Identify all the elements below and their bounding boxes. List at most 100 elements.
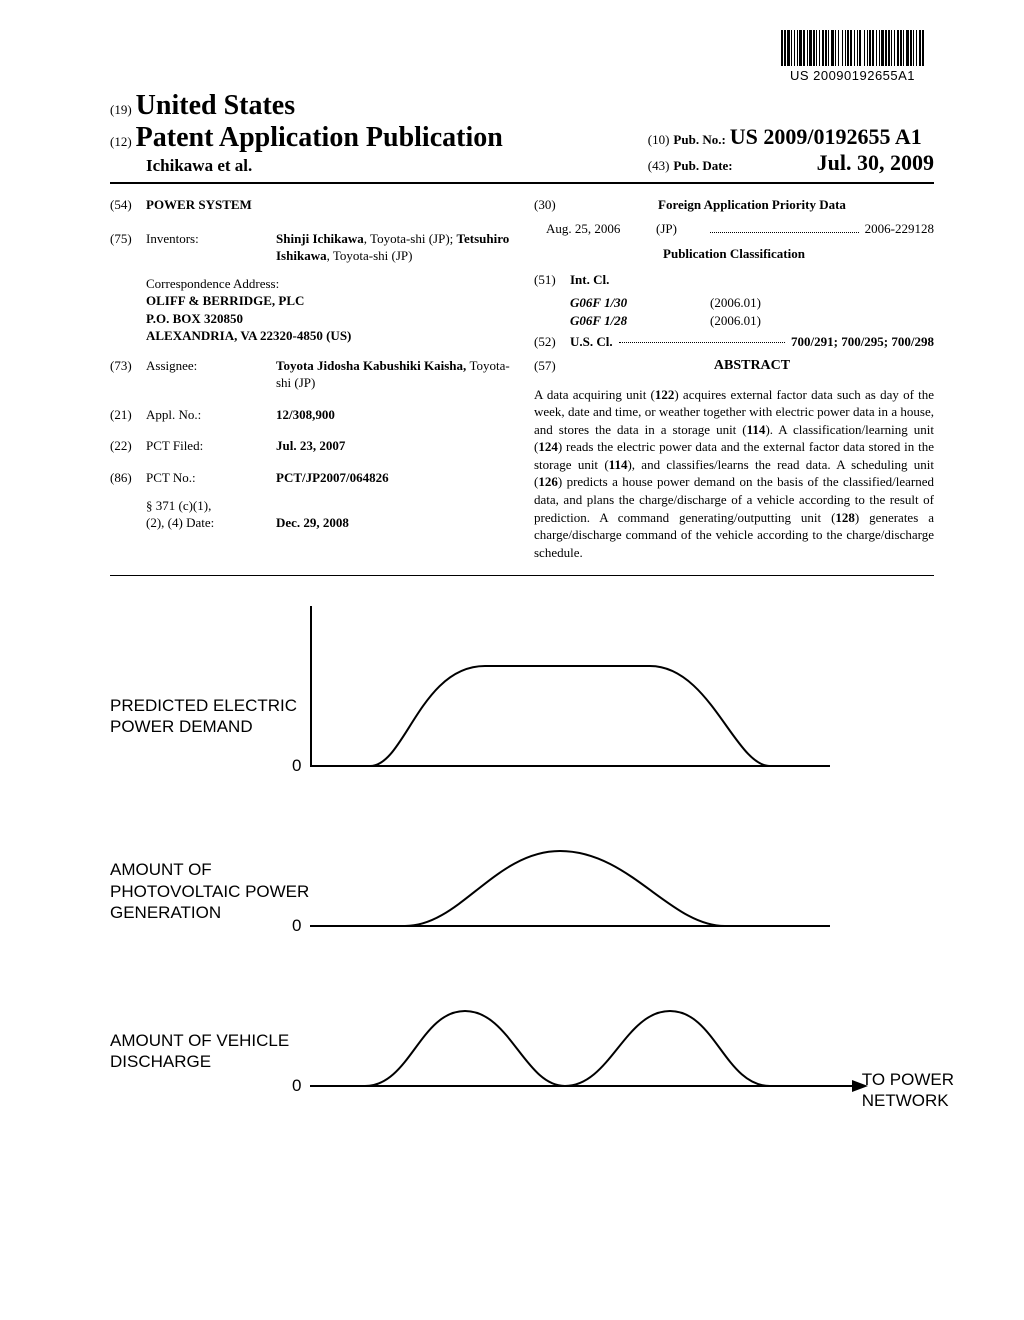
axis-zero-label: 0: [292, 916, 301, 936]
pctno-item: (86) PCT No.: PCT/JP2007/064826: [110, 469, 510, 487]
s371-item: § 371 (c)(1), (2), (4) Date: Dec. 29, 20…: [110, 497, 510, 532]
abstract-heading-row: (57) ABSTRACT: [534, 357, 934, 380]
pub-type: Patent Application Publication: [136, 122, 503, 153]
field-code: (51): [534, 271, 570, 289]
pubdate-line: (43) Pub. Date: Jul. 30, 2009: [648, 150, 934, 176]
s371-line1: § 371 (c)(1),: [146, 498, 211, 513]
priority-country: (JP): [656, 220, 704, 238]
abstract-heading: ABSTRACT: [570, 357, 934, 376]
left-column: (54) POWER SYSTEM (75) Inventors: Shinji…: [110, 196, 510, 561]
s371-line2: (2), (4) Date:: [146, 515, 214, 530]
chart-row: AMOUNT OF PHOTOVOLTAIC POWER GENERATION0: [110, 826, 934, 956]
chart-label: AMOUNT OF PHOTOVOLTAIC POWER GENERATION: [110, 859, 310, 923]
uscl-item: (52) U.S. Cl. 700/291; 700/295; 700/298: [534, 333, 934, 351]
pctfiled-value: Jul. 23, 2007: [276, 437, 510, 455]
field-code: (30): [534, 196, 570, 214]
applno-item: (21) Appl. No.: 12/308,900: [110, 406, 510, 424]
corr-line-2: P.O. BOX 320850: [146, 310, 510, 328]
priority-row: Aug. 25, 2006 (JP) 2006-229128: [534, 220, 934, 238]
field-code: (86): [110, 469, 146, 487]
chart-plot: 0: [310, 826, 934, 956]
dotted-leader: [619, 333, 785, 343]
field-label: Appl. No.:: [146, 406, 276, 424]
intcl-row: G06F 1/28(2006.01): [570, 312, 934, 330]
field-label: PCT Filed:: [146, 437, 276, 455]
axis-zero-label: 0: [292, 756, 301, 776]
field-code: (21): [110, 406, 146, 424]
uscl-label: U.S. Cl.: [570, 333, 613, 351]
title-item: (54) POWER SYSTEM: [110, 196, 510, 214]
intcl-list: G06F 1/30(2006.01)G06F 1/28(2006.01): [570, 294, 934, 329]
correspondence-address: Correspondence Address: OLIFF & BERRIDGE…: [146, 275, 510, 345]
chart-plot: 0: [310, 986, 934, 1116]
intcl-code: G06F 1/28: [570, 312, 710, 330]
field-label: Assignee:: [146, 357, 276, 392]
intcl-row: G06F 1/30(2006.01): [570, 294, 934, 312]
inventors-value: Shinji Ichikawa, Toyota-shi (JP); Tetsuh…: [276, 230, 510, 265]
priority-heading: Foreign Application Priority Data: [570, 196, 934, 214]
intcl-year: (2006.01): [710, 312, 761, 330]
field-code: [110, 497, 146, 532]
axis-zero-label: 0: [292, 1076, 301, 1096]
foreign-priority-heading: (30) Foreign Application Priority Data: [534, 196, 934, 214]
field-label: § 371 (c)(1), (2), (4) Date:: [146, 497, 276, 532]
chart-row: PREDICTED ELECTRIC POWER DEMAND0: [110, 636, 934, 796]
title-value: POWER SYSTEM: [146, 196, 252, 214]
field-label: PCT No.:: [146, 469, 276, 487]
field-label: Inventors:: [146, 230, 276, 265]
applno-value: 12/308,900: [276, 406, 510, 424]
figure-area: PREDICTED ELECTRIC POWER DEMAND0AMOUNT O…: [110, 606, 934, 1166]
pubno-label: Pub. No.:: [673, 132, 725, 147]
pctno-value: PCT/JP2007/064826: [276, 469, 510, 487]
field-code: (54): [110, 196, 146, 214]
field-code: (75): [110, 230, 146, 265]
axis-end-label: TO POWERNETWORK: [862, 1070, 954, 1111]
chart-row: AMOUNT OF VEHICLE DISCHARGE0: [110, 986, 934, 1116]
field-code: (22): [110, 437, 146, 455]
authors-line: Ichikawa et al.: [146, 156, 503, 176]
assignee-item: (73) Assignee: Toyota Jidosha Kabushiki …: [110, 357, 510, 392]
header-right: (10) Pub. No.: US 2009/0192655 A1 (43) P…: [648, 124, 934, 176]
uscl-value: 700/291; 700/295; 700/298: [791, 333, 934, 351]
assignee-value: Toyota Jidosha Kabushiki Kaisha, Toyota-…: [276, 357, 510, 392]
publication-line: (12) Patent Application Publication: [110, 122, 503, 154]
pubno-value: US 2009/0192655 A1: [730, 124, 922, 149]
intcl-year: (2006.01): [710, 294, 761, 312]
intcl-item: (51) Int. Cl.: [534, 271, 934, 289]
inventors-item: (75) Inventors: Shinji Ichikawa, Toyota-…: [110, 230, 510, 265]
barcode-graphic: [781, 30, 924, 66]
pubdate-code: (43): [648, 158, 670, 173]
priority-date: Aug. 25, 2006: [546, 220, 656, 238]
field-code: (57): [534, 357, 570, 380]
pubno-line: (10) Pub. No.: US 2009/0192655 A1: [648, 124, 934, 150]
header-left: (19) United States (12) Patent Applicati…: [110, 90, 503, 176]
intcl-code: G06F 1/30: [570, 294, 710, 312]
barcode: US 20090192655A1: [781, 30, 924, 83]
inventors-text: Shinji Ichikawa, Toyota-shi (JP); Tetsuh…: [276, 231, 509, 264]
chart-plot: 0: [310, 636, 934, 796]
field-code: (73): [110, 357, 146, 392]
pubclass-heading: Publication Classification: [534, 245, 934, 263]
pubdate-value: Jul. 30, 2009: [817, 150, 934, 175]
country-code: (19): [110, 102, 132, 117]
country-line: (19) United States: [110, 90, 503, 122]
pub-code: (12): [110, 134, 132, 149]
pctfiled-item: (22) PCT Filed: Jul. 23, 2007: [110, 437, 510, 455]
s371-value: Dec. 29, 2008: [276, 514, 510, 532]
pubno-code: (10): [648, 132, 670, 147]
right-column: (30) Foreign Application Priority Data A…: [534, 196, 934, 561]
abstract-text: A data acquiring unit (122) acquires ext…: [534, 386, 934, 561]
intcl-label: Int. Cl.: [570, 271, 609, 289]
corr-line-1: OLIFF & BERRIDGE, PLC: [146, 292, 510, 310]
barcode-text: US 20090192655A1: [781, 68, 924, 83]
priority-number: 2006-229128: [865, 220, 934, 238]
biblio-columns: (54) POWER SYSTEM (75) Inventors: Shinji…: [110, 196, 934, 576]
chart-label: AMOUNT OF VEHICLE DISCHARGE: [110, 1030, 310, 1073]
field-code: (52): [534, 333, 570, 351]
dotted-leader: [710, 223, 859, 233]
document-header: (19) United States (12) Patent Applicati…: [110, 90, 934, 184]
corr-label: Correspondence Address:: [146, 275, 510, 293]
country-name: United States: [136, 90, 295, 121]
pubdate-label: Pub. Date:: [673, 158, 732, 173]
chart-label: PREDICTED ELECTRIC POWER DEMAND: [110, 695, 310, 738]
